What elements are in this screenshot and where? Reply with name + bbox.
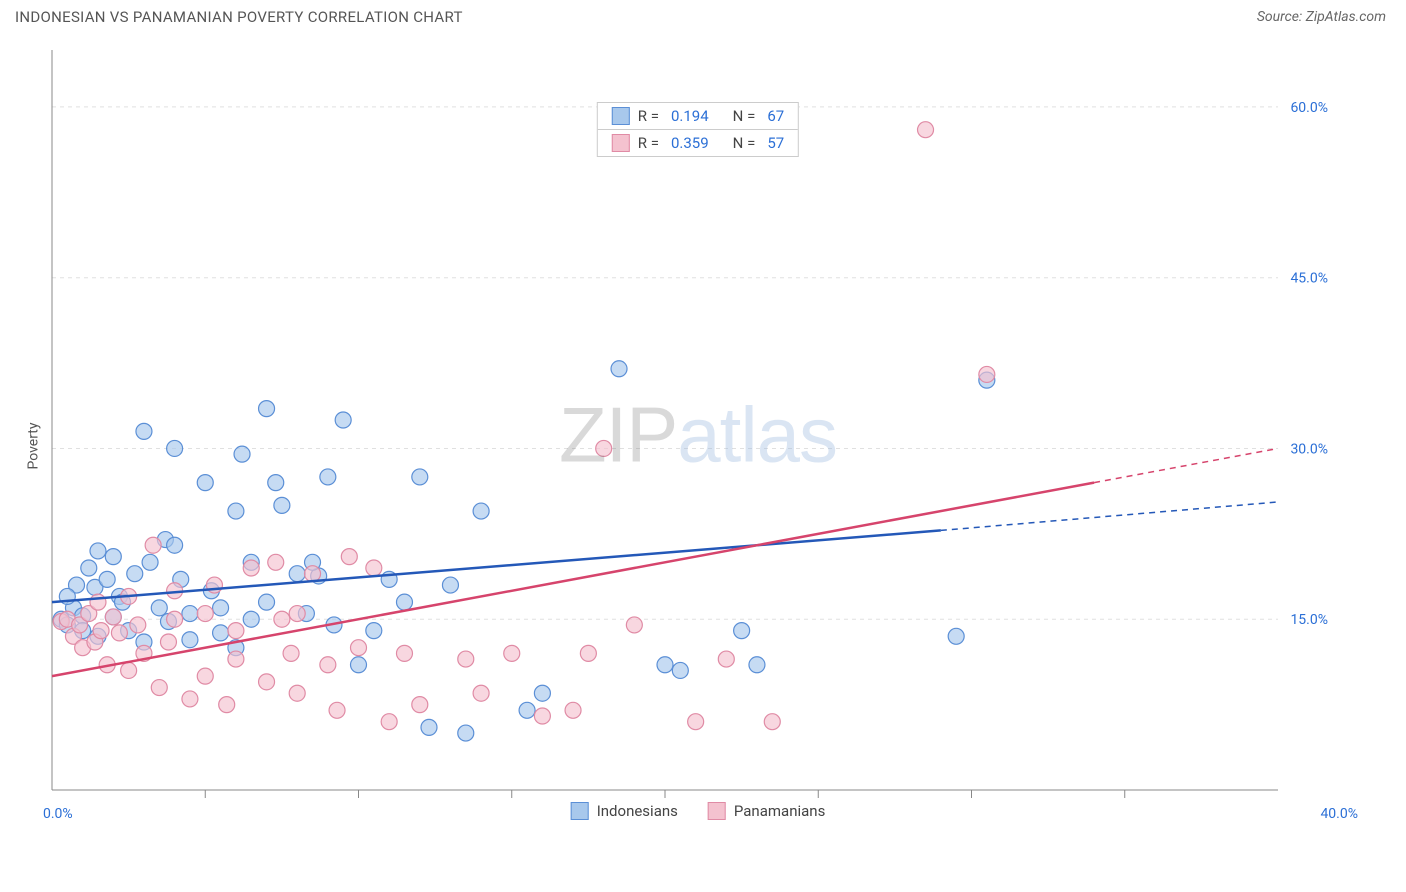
n-label: N = bbox=[733, 107, 756, 125]
swatch-panamanians bbox=[612, 134, 630, 152]
chart-title: INDONESIAN VS PANAMANIAN POVERTY CORRELA… bbox=[15, 8, 463, 26]
legend-row-panamanians: R = 0.359 N = 57 bbox=[598, 130, 798, 156]
legend-label-indonesians: Indonesians bbox=[597, 802, 678, 820]
x-origin-label: 0.0% bbox=[43, 806, 73, 822]
r-value-indonesians: 0.194 bbox=[671, 107, 709, 125]
source-attribution: Source: ZipAtlas.com bbox=[1257, 9, 1386, 25]
legend-label-panamanians: Panamanians bbox=[734, 802, 825, 820]
y-axis-label: Poverty bbox=[26, 422, 42, 469]
legend-item-panamanians: Panamanians bbox=[708, 802, 825, 820]
n-label: N = bbox=[733, 134, 756, 152]
svg-text:15.0%: 15.0% bbox=[1290, 612, 1328, 628]
series-legend: Indonesians Panamanians bbox=[571, 802, 826, 820]
swatch-indonesians bbox=[612, 107, 630, 125]
swatch-indonesians bbox=[571, 802, 589, 820]
correlation-legend: R = 0.194 N = 67 R = 0.359 N = 57 bbox=[597, 102, 799, 157]
n-value-panamanians: 57 bbox=[767, 134, 784, 152]
legend-item-indonesians: Indonesians bbox=[571, 802, 678, 820]
svg-text:60.0%: 60.0% bbox=[1290, 100, 1328, 116]
legend-row-indonesians: R = 0.194 N = 67 bbox=[598, 103, 798, 130]
chart-plot-area: 15.0%30.0%45.0%60.0% ZIPatlas R = 0.194 … bbox=[48, 50, 1348, 820]
r-label: R = bbox=[638, 134, 659, 152]
r-label: R = bbox=[638, 107, 659, 125]
r-value-panamanians: 0.359 bbox=[671, 134, 709, 152]
x-max-label: 40.0% bbox=[1320, 806, 1358, 822]
svg-text:30.0%: 30.0% bbox=[1290, 441, 1328, 457]
svg-text:45.0%: 45.0% bbox=[1290, 271, 1328, 287]
n-value-indonesians: 67 bbox=[767, 107, 784, 125]
scatter-plot-svg: 15.0% 30.0% 45.0% 60.0% bbox=[48, 50, 1348, 820]
swatch-panamanians bbox=[708, 802, 726, 820]
chart-header: INDONESIAN VS PANAMANIAN POVERTY CORRELA… bbox=[0, 0, 1406, 34]
